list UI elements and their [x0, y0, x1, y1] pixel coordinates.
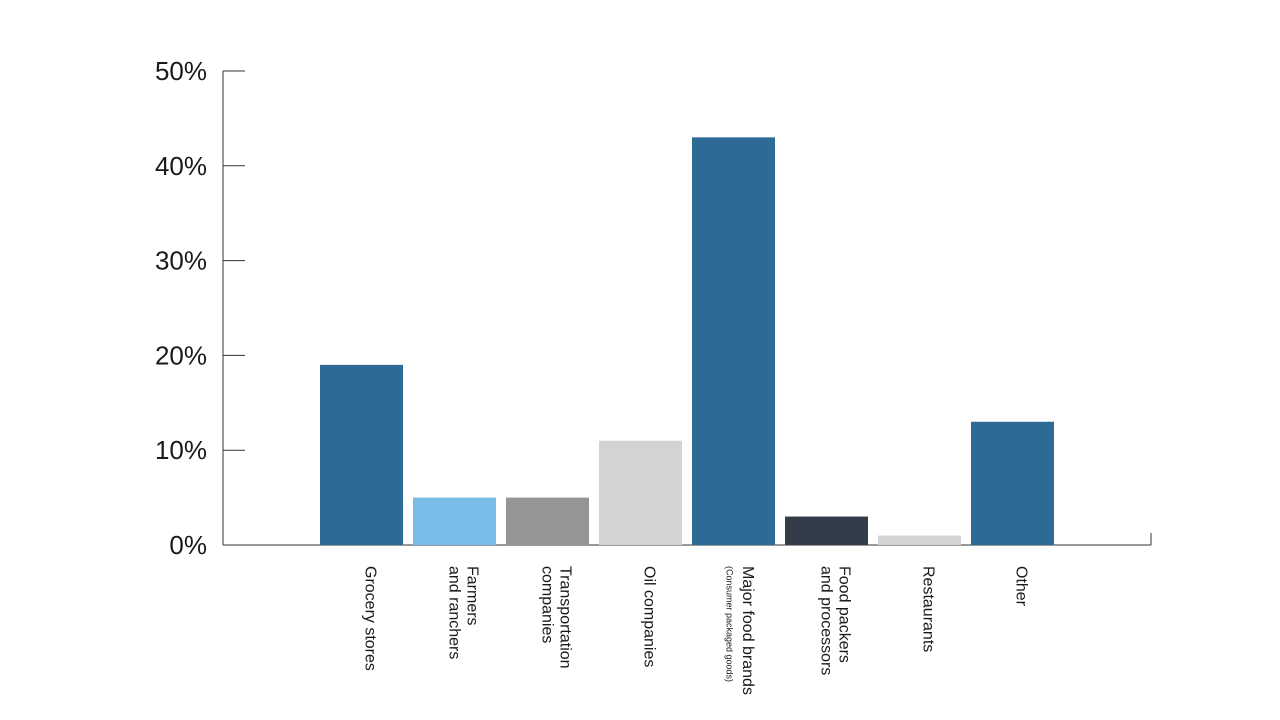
- x-tick-label-group: Other: [1012, 566, 1029, 607]
- x-tick-label: Other: [1012, 566, 1029, 607]
- x-tick-label: Major food brands: [739, 566, 756, 695]
- y-tick-label: 0%: [169, 530, 207, 560]
- y-tick-label: 40%: [155, 151, 207, 181]
- x-tick-label: and processors: [817, 566, 834, 675]
- x-tick-label-group: Restaurants: [919, 566, 936, 652]
- bar: [785, 516, 868, 545]
- y-tick-label: 10%: [155, 435, 207, 465]
- bar: [320, 364, 403, 545]
- x-tick-label-group: Oil companies: [640, 566, 657, 667]
- x-tick-label: Restaurants: [919, 566, 936, 652]
- bar: [599, 440, 682, 545]
- bar: [878, 535, 961, 545]
- x-tick-label-group: Grocery stores: [361, 566, 378, 671]
- x-tick-label-group: Major food brands (Consumer packaged good…: [725, 566, 756, 695]
- x-tick-label: Oil companies: [640, 566, 657, 667]
- bar: [506, 497, 589, 545]
- x-tick-label: companies: [538, 566, 555, 643]
- bar: [692, 137, 775, 546]
- x-tick-label: Transportation: [556, 566, 573, 669]
- x-tick-sublabel: (Consumer packaged goods): [725, 566, 735, 682]
- x-tick-label: and ranchers: [445, 566, 462, 659]
- y-tick-label: 50%: [155, 56, 207, 86]
- x-tick-label: Grocery stores: [361, 566, 378, 671]
- y-tick-label: 30%: [155, 246, 207, 276]
- x-tick-label: Food packers: [835, 566, 852, 663]
- bar: [971, 421, 1054, 545]
- x-tick-label: Farmers: [463, 566, 480, 626]
- bar: [413, 497, 496, 545]
- y-tick-label: 20%: [155, 340, 207, 370]
